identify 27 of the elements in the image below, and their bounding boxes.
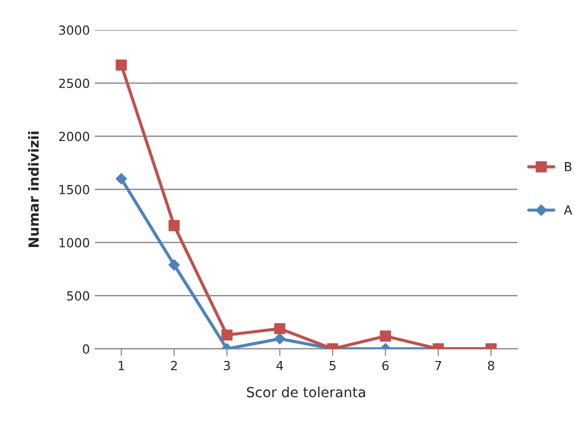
y-tick-label: 500	[67, 291, 90, 301]
y-tick-label: 3000	[59, 25, 90, 35]
x-tick-label: 1	[118, 361, 124, 370]
x-tick-label: 3	[224, 360, 230, 370]
x-tick-label: 2	[171, 360, 177, 370]
y-tick-label: 0	[82, 344, 90, 354]
x-tick-label: 5	[330, 361, 336, 370]
point	[168, 259, 180, 270]
point	[274, 323, 286, 334]
y-tick-label: 1000	[60, 238, 90, 248]
x-axis-title: Scor de toleranta	[247, 386, 366, 398]
y-tick-label: 1500	[60, 184, 90, 194]
legend-label: B	[564, 162, 572, 172]
y-axis-title: Numar indivizii	[28, 132, 39, 248]
point	[116, 59, 127, 71]
y-tick-label: 2500	[59, 78, 90, 88]
point	[380, 330, 391, 342]
legend-label: A	[564, 205, 572, 215]
x-tick-label: 4	[276, 361, 284, 370]
x-tick-label: 8	[488, 360, 494, 370]
point	[116, 173, 127, 184]
x-tick-label: 6	[382, 360, 389, 370]
point	[274, 333, 286, 344]
y-tick-label: 2000	[59, 132, 90, 142]
x-tick-label: 7	[435, 361, 442, 370]
point	[221, 329, 232, 341]
point	[168, 220, 180, 232]
